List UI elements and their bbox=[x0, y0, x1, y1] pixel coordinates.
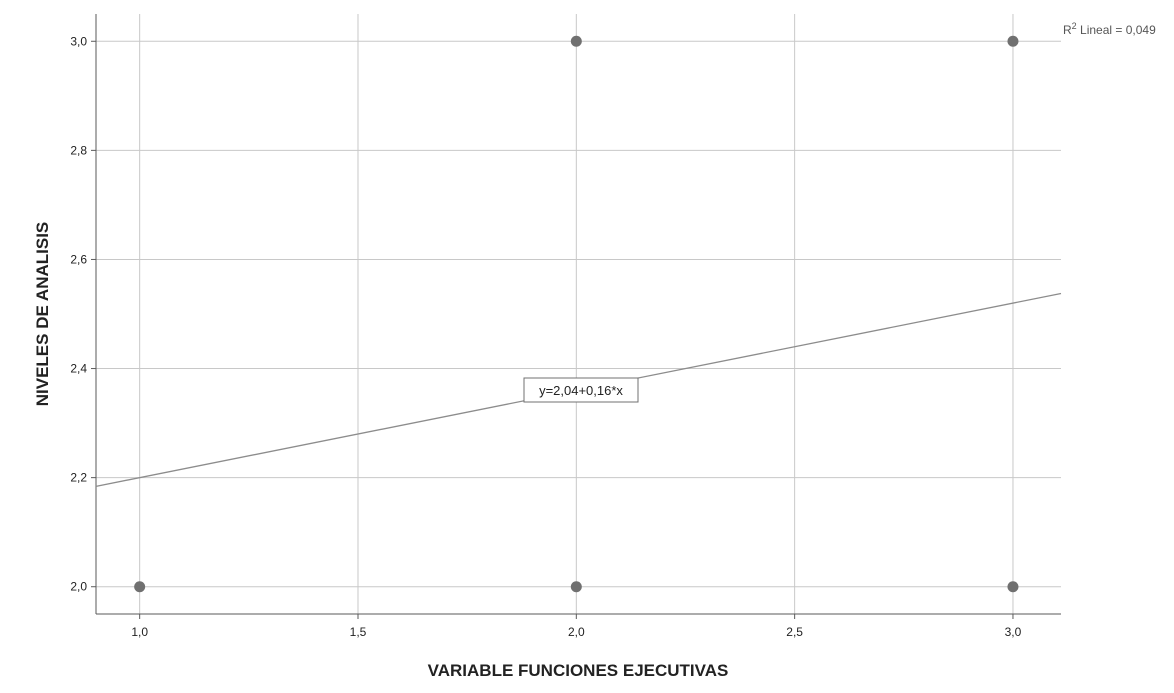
y-tick-label: 3,0 bbox=[70, 34, 87, 48]
y-axis-title: NIVELES DE ANALISIS bbox=[33, 222, 52, 407]
r2-label: R2 Lineal = 0,049 bbox=[1063, 21, 1156, 37]
y-tick-label: 2,8 bbox=[70, 143, 87, 157]
axis-layer bbox=[95, 14, 1061, 615]
y-tick-label: 2,2 bbox=[70, 471, 87, 485]
x-tick-label: 3,0 bbox=[1005, 625, 1022, 639]
y-tick-label: 2,0 bbox=[70, 580, 87, 594]
data-point bbox=[1007, 581, 1019, 593]
tick-layer: 1,0 1,5 2,0 2,5 3,0 2,0 2,2 2,4 2,6 2,8 3,0 bbox=[70, 34, 1021, 639]
fit-equation-box: y=2,04+0,16*x bbox=[523, 377, 639, 403]
data-point bbox=[570, 581, 582, 593]
x-tick-label: 1,0 bbox=[131, 625, 148, 639]
x-axis-title: VARIABLE FUNCIONES EJECUTIVAS bbox=[428, 661, 729, 680]
data-point bbox=[1007, 35, 1019, 47]
data-point bbox=[134, 581, 146, 593]
y-tick-label: 2,4 bbox=[70, 362, 87, 376]
x-tick-label: 1,5 bbox=[350, 625, 367, 639]
fit-equation-label: y=2,04+0,16*x bbox=[539, 383, 623, 398]
data-point bbox=[570, 35, 582, 47]
x-tick-label: 2,5 bbox=[786, 625, 803, 639]
y-tick-label: 2,6 bbox=[70, 252, 87, 266]
plot-area bbox=[96, 14, 1061, 614]
x-tick-label: 2,0 bbox=[568, 625, 585, 639]
point-layer bbox=[134, 35, 1019, 593]
